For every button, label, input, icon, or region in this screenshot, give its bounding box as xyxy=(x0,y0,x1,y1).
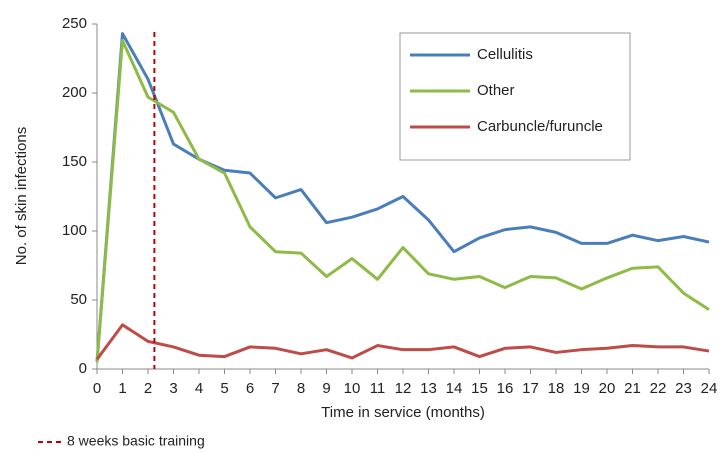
x-tick-label: 22 xyxy=(650,380,667,397)
x-tick-label: 0 xyxy=(93,380,101,397)
x-tick-label: 14 xyxy=(446,380,463,397)
legend-label: Other xyxy=(477,82,515,99)
x-tick-label: 12 xyxy=(395,380,412,397)
reference-legend-label: 8 weeks basic training xyxy=(67,433,205,449)
x-tick-label: 9 xyxy=(322,380,330,397)
x-tick-label: 19 xyxy=(573,380,590,397)
x-tick-label: 13 xyxy=(420,380,437,397)
x-tick-label: 11 xyxy=(370,380,386,397)
y-tick-label: 50 xyxy=(70,291,87,308)
legend-label: Carbuncle/furuncle xyxy=(477,118,603,135)
x-tick-label: 7 xyxy=(271,380,279,397)
x-tick-label: 21 xyxy=(624,380,641,397)
x-tick-label: 18 xyxy=(548,380,565,397)
series-line xyxy=(95,323,710,361)
y-tick-label: 0 xyxy=(79,360,87,377)
x-tick-label: 3 xyxy=(169,380,177,397)
x-tick-label: 20 xyxy=(599,380,616,397)
x-tick-label: 2 xyxy=(144,380,152,397)
x-tick-label: 15 xyxy=(471,380,488,397)
x-tick-label: 8 xyxy=(297,380,305,397)
x-tick-label: 1 xyxy=(118,380,126,397)
x-tick-label: 16 xyxy=(497,380,514,397)
x-tick-label: 17 xyxy=(522,380,539,397)
y-tick-label: 150 xyxy=(62,153,87,170)
y-tick-label: 250 xyxy=(62,15,87,32)
series-line xyxy=(95,39,710,363)
y-tick-label: 100 xyxy=(62,222,87,239)
y-axis-label: No. of skin infections xyxy=(13,127,30,265)
legend-label: Cellulitis xyxy=(477,46,533,63)
x-axis-label: Time in service (months) xyxy=(321,404,485,421)
x-tick-label: 24 xyxy=(701,380,718,397)
x-tick-label: 23 xyxy=(675,380,692,397)
x-tick-label: 4 xyxy=(195,380,203,397)
x-tick-label: 10 xyxy=(344,380,361,397)
y-tick-label: 200 xyxy=(62,84,87,101)
x-tick-label: 5 xyxy=(220,380,228,397)
x-tick-label: 6 xyxy=(246,380,254,397)
